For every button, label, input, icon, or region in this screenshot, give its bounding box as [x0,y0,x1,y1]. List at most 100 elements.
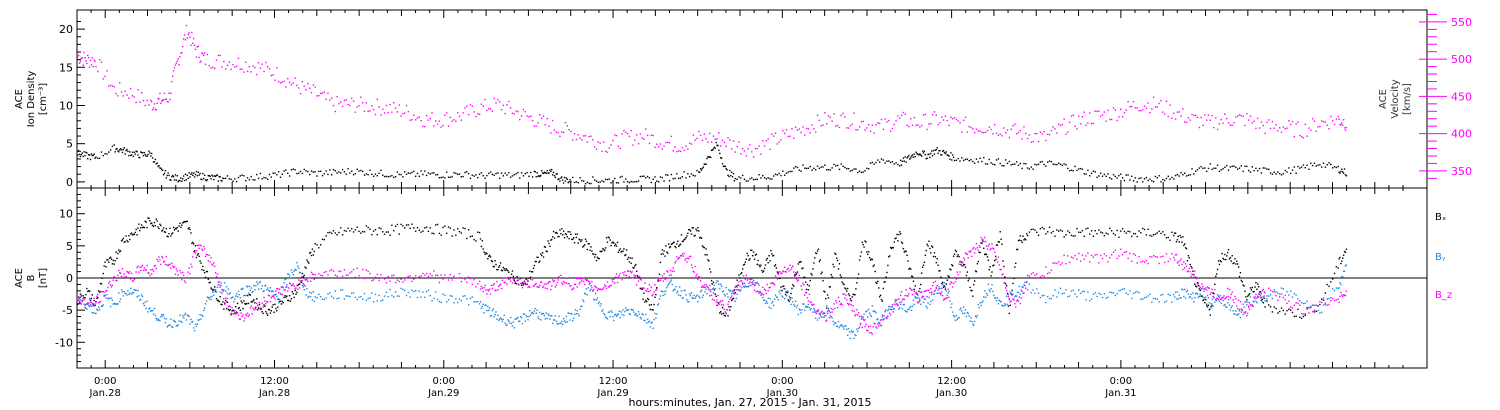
data-point [763,267,766,270]
data-point [761,269,763,272]
data-point [1255,300,1257,302]
data-point [1343,250,1346,253]
data-point [1205,303,1208,305]
data-point [878,296,881,298]
data-point [719,301,721,303]
data-point [795,273,798,275]
data-point [535,176,537,178]
data-point [422,272,424,275]
data-point [1063,292,1065,294]
data-point [893,241,895,243]
data-point [108,297,111,300]
data-point [1224,253,1226,256]
data-point [562,182,565,184]
data-point [1182,108,1184,110]
data-point [538,318,540,320]
data-point [556,281,558,284]
data-point [151,109,154,111]
data-point [584,182,587,185]
data-point [195,56,198,58]
data-point [378,294,380,297]
data-point [130,232,133,234]
data-point [178,277,180,279]
data-point [150,310,153,312]
data-point [541,312,544,315]
data-point [220,179,222,182]
data-point [241,68,243,70]
data-point [540,313,543,315]
data-point [1072,114,1074,116]
data-point [992,133,994,135]
data-point [555,131,558,133]
data-point [659,295,662,297]
data-point [958,255,960,258]
data-point [488,108,490,110]
data-point [496,318,498,320]
data-point [1191,113,1193,116]
data-point [885,276,887,278]
data-point [161,315,164,317]
data-point [174,273,177,275]
data-point [811,124,813,126]
data-point [478,113,481,115]
data-point [1228,304,1231,306]
data-point [605,287,608,290]
data-point [903,160,906,162]
data-point [542,115,545,117]
data-point [266,301,269,303]
data-point [1074,293,1076,295]
data-point [285,86,287,88]
data-point [872,310,874,312]
data-point [849,337,852,340]
data-point [701,296,704,299]
data-point [842,293,844,295]
data-point [716,138,718,140]
data-point [180,226,182,229]
data-point [798,274,800,277]
data-point [438,120,441,122]
data-point [294,289,296,292]
data-point [1021,167,1023,170]
data-point [1300,166,1303,168]
data-point [1208,308,1211,311]
data-point [1025,162,1027,165]
data-point [119,148,122,150]
data-point [749,281,751,283]
data-point [224,299,227,302]
data-point [429,173,431,175]
data-point [767,297,769,299]
data-point [414,275,417,277]
data-point [1123,288,1126,290]
data-point [354,111,357,113]
data-point [563,320,566,322]
data-point [609,284,611,287]
data-point [383,278,386,280]
data-point [702,286,705,288]
data-point [1192,270,1194,272]
data-point [1032,228,1034,230]
data-point [586,141,589,143]
data-point [1224,166,1226,169]
data-point [105,297,107,299]
data-point [726,309,728,311]
data-point [877,159,879,161]
data-point [756,147,758,150]
data-point [619,248,621,250]
data-point [710,141,713,143]
data-point [1259,297,1262,299]
data-point [995,132,998,134]
data-point [77,303,79,306]
data-point [883,315,885,317]
data-point [978,251,980,254]
data-point [235,305,237,308]
data-point [1220,118,1222,121]
data-point [825,169,828,171]
data-point [802,282,804,285]
data-point [993,248,995,250]
data-point [681,146,684,149]
data-point [1016,248,1019,251]
data-point [666,251,668,253]
data-point [1132,232,1135,235]
data-point [150,100,153,103]
data-point [257,62,260,64]
